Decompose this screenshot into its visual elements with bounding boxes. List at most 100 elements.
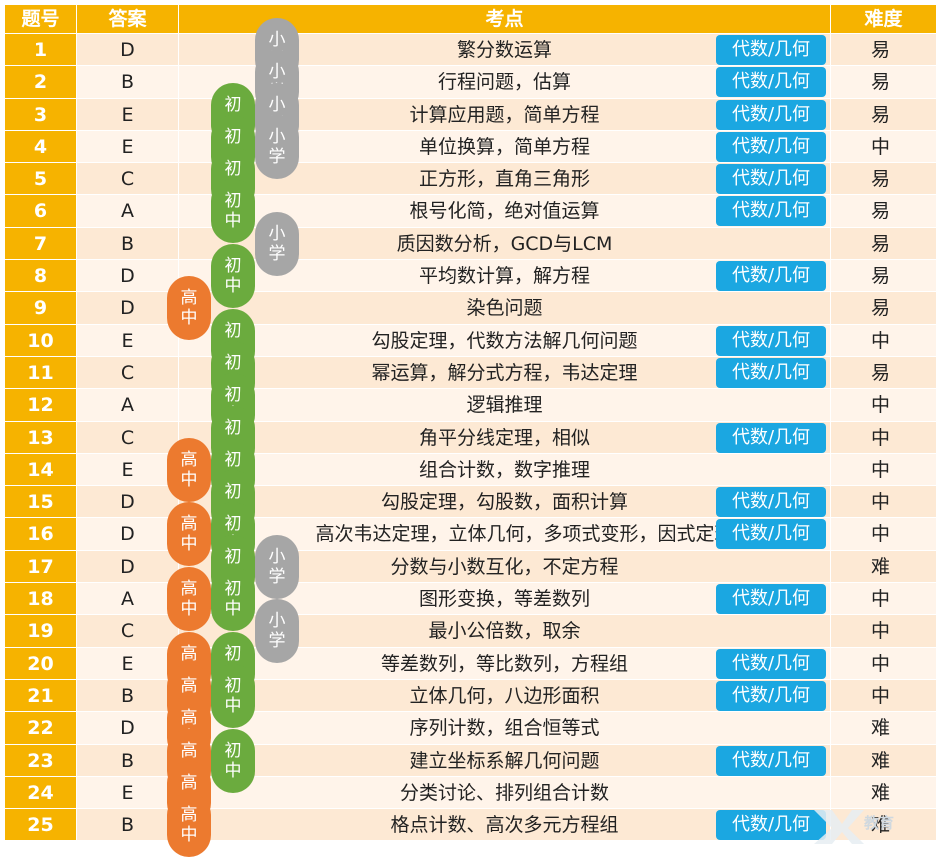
question-number: 19 bbox=[5, 615, 77, 648]
header-num: 题号 bbox=[5, 5, 77, 34]
topic-cell: 分类讨论、排列组合计数 bbox=[179, 776, 831, 810]
header-topic: 考点 bbox=[179, 5, 831, 34]
table-row: 9 D 染色问题易高中 bbox=[5, 276, 937, 341]
level-badge-char: 初 bbox=[224, 740, 242, 761]
topic-cell: 勾股定理，勾股数，面积计算 代数/几何 bbox=[179, 486, 831, 519]
answer-cell: D bbox=[77, 550, 179, 584]
category-tag: 代数/几何 bbox=[716, 810, 826, 841]
question-number: 23 bbox=[5, 744, 77, 777]
topic-text: 建立坐标系解几何问题 bbox=[409, 749, 600, 772]
difficulty-cell: 易 bbox=[831, 292, 937, 325]
level-badge-char: 中 bbox=[180, 534, 198, 555]
table-row: 7 B 质因数分析，GCD与LCM 易 小学 bbox=[5, 211, 937, 276]
level-badge-char: 初 bbox=[224, 449, 242, 470]
level-badge-char: 高 bbox=[180, 772, 198, 793]
level-badge-char: 高 bbox=[180, 675, 198, 696]
topic-text: 最小公倍数，取余 bbox=[428, 620, 581, 643]
question-number: 20 bbox=[5, 647, 77, 680]
answer-table: 题号 答案 考点 难度 1D繁分数运算代数/几何易小学2B行程问题，估算代数/几… bbox=[5, 5, 937, 857]
level-badge-char: 中 bbox=[180, 308, 198, 329]
topic-text: 幂运算，解分式方程，韦达定理 bbox=[371, 361, 638, 384]
topic-text: 质因数分析，GCD与LCM bbox=[396, 232, 613, 255]
level-badge-char: 小 bbox=[268, 546, 286, 567]
difficulty-cell: 中 bbox=[831, 583, 937, 616]
answer-cell: C bbox=[77, 356, 179, 390]
topic-cell: 根号化简，绝对值运算 代数/几何 bbox=[179, 195, 831, 228]
answer-cell: E bbox=[77, 453, 179, 487]
difficulty-cell: 易 bbox=[831, 34, 937, 67]
category-tag: 代数/几何 bbox=[716, 35, 826, 65]
category-tag: 代数/几何 bbox=[716, 519, 826, 550]
topic-text: 勾股定理，勾股数，面积计算 bbox=[380, 491, 628, 514]
topic-cell: 繁分数运算 代数/几何 bbox=[179, 34, 831, 67]
level-badge-char: 初 bbox=[224, 514, 242, 535]
level-badge-high: 高中 bbox=[167, 437, 211, 502]
topic-cell: 图形变换，等差数列 代数/几何 bbox=[179, 583, 831, 616]
answer-cell: E bbox=[77, 324, 179, 357]
answer-cell: E bbox=[77, 130, 179, 164]
level-badge-char: 小 bbox=[268, 62, 286, 83]
level-badge-char: 高 bbox=[180, 449, 198, 470]
level-badge-char: 中 bbox=[180, 825, 198, 846]
category-tag: 代数/几何 bbox=[716, 680, 826, 711]
level-badge-mid: 初中 bbox=[211, 728, 255, 793]
question-number: 10 bbox=[5, 324, 77, 357]
level-badge-char: 初 bbox=[224, 546, 242, 567]
answer-cell: E bbox=[77, 776, 179, 810]
difficulty-cell: 难 bbox=[831, 550, 937, 584]
difficulty-cell: 中 bbox=[831, 389, 937, 422]
question-number: 15 bbox=[5, 486, 77, 519]
difficulty-cell: 易 bbox=[831, 356, 937, 390]
topic-cell: 计算应用题，简单方程 代数/几何 bbox=[179, 98, 831, 131]
level-badge-mid: 初中 bbox=[211, 663, 255, 728]
topic-cell: 幂运算，解分式方程，韦达定理 代数/几何 bbox=[179, 356, 831, 390]
difficulty-cell: 中 bbox=[831, 486, 937, 519]
topic-cell: 等差数列，等比数列，方程组 代数/几何 bbox=[179, 647, 831, 680]
level-badge-char: 中 bbox=[180, 599, 198, 620]
level-badge-char: 初 bbox=[224, 675, 242, 696]
difficulty-cell: 中 bbox=[831, 615, 937, 648]
answer-cell: A bbox=[77, 583, 179, 616]
answer-cell: D bbox=[77, 260, 179, 293]
level-badge-char: 中 bbox=[224, 276, 242, 297]
category-tag: 代数/几何 bbox=[716, 584, 826, 615]
level-badge-char: 学 bbox=[268, 243, 286, 264]
topic-text: 格点计数、高次多元方程组 bbox=[390, 814, 619, 837]
topic-text: 图形变换，等差数列 bbox=[418, 588, 590, 611]
topic-cell: 勾股定理，代数方法解几何问题 代数/几何 bbox=[179, 324, 831, 357]
difficulty-cell: 难 bbox=[831, 712, 937, 745]
level-badge-char: 初 bbox=[224, 159, 242, 180]
table-body: 1D繁分数运算代数/几何易小学2B行程问题，估算代数/几何易小学3E计算应用题，… bbox=[5, 18, 937, 857]
level-badge-char: 小 bbox=[268, 30, 286, 50]
answer-cell: D bbox=[77, 712, 179, 745]
difficulty-cell: 中 bbox=[831, 518, 937, 551]
category-tag: 代数/几何 bbox=[716, 487, 826, 518]
topic-text: 平均数计算，解方程 bbox=[418, 265, 590, 288]
category-tag: 代数/几何 bbox=[716, 648, 826, 679]
level-badge-char: 高 bbox=[180, 288, 198, 309]
topic-cell: 最小公倍数，取余 bbox=[179, 615, 831, 648]
level-badge-mid: 初中 bbox=[211, 179, 255, 244]
topic-text: 单位换算，简单方程 bbox=[418, 135, 590, 158]
header-difficulty: 难度 bbox=[831, 5, 937, 34]
level-badge-char: 初 bbox=[224, 385, 242, 406]
category-tag: 代数/几何 bbox=[716, 261, 826, 292]
level-badge-char: 初 bbox=[224, 256, 242, 277]
question-number: 24 bbox=[5, 776, 77, 810]
topic-cell: 格点计数、高次多元方程组 代数/几何 bbox=[179, 809, 831, 842]
answer-cell: B bbox=[77, 66, 179, 99]
topic-text: 繁分数运算 bbox=[456, 39, 552, 61]
header-answer: 答案 bbox=[77, 5, 179, 34]
answer-cell: A bbox=[77, 389, 179, 422]
category-tag: 代数/几何 bbox=[716, 164, 826, 195]
topic-cell: 角平分线定理，相似 代数/几何 bbox=[179, 421, 831, 454]
